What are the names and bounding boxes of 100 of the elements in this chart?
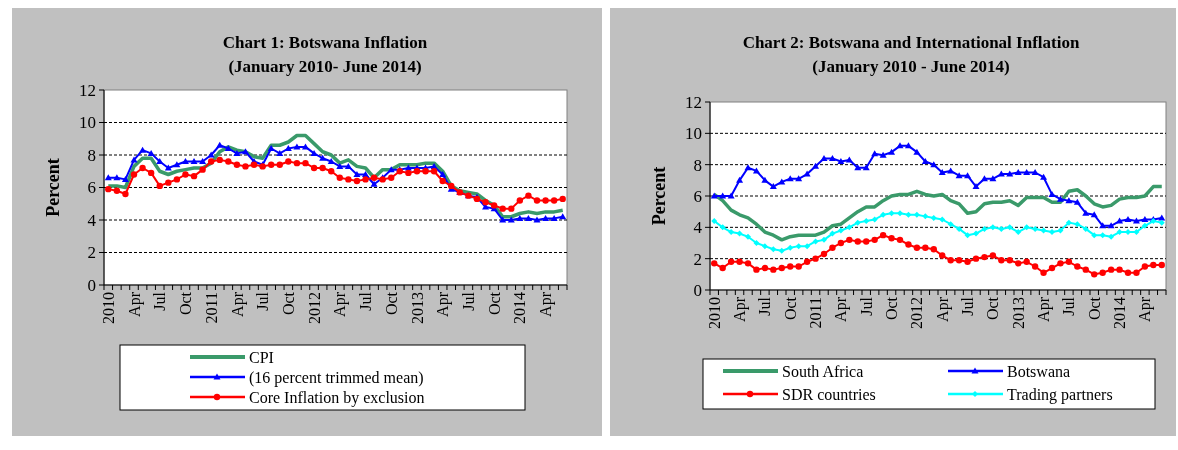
point [769,183,777,190]
legend-label: Botswana [1007,362,1071,380]
point [199,166,206,173]
point [156,158,164,164]
y-tick-label: 6 [693,186,702,206]
point [1116,266,1123,273]
point [147,169,155,177]
y-axis-title: Percent [649,166,669,226]
y-tick-label: 0 [693,280,702,300]
point [1116,217,1124,224]
point [1023,169,1031,175]
point [871,216,878,223]
point [1082,266,1089,273]
point [736,176,744,183]
point [837,227,844,234]
point [761,243,768,250]
point [267,161,275,168]
point [533,197,541,204]
point [388,174,395,181]
point [888,210,895,217]
point [293,143,301,150]
point [829,244,836,251]
point [711,260,718,267]
point [1023,224,1030,231]
point [863,238,870,245]
point [250,161,258,168]
point [499,216,507,223]
y-tick-label: 12 [79,80,96,100]
point [770,266,777,273]
point [276,149,284,156]
point [964,172,972,179]
point [267,145,275,151]
point [310,164,318,172]
point [310,149,318,156]
legend-label: South Africa [782,362,864,380]
point [821,236,827,243]
point [233,149,241,156]
point [989,224,996,231]
point [888,235,895,242]
point [113,174,121,181]
y-tick-label: 8 [693,155,702,175]
point [508,205,515,212]
x-tick-label: Apr [228,291,247,317]
point [1049,229,1055,236]
point [871,236,878,244]
point [727,192,735,199]
point [225,158,232,165]
point [744,260,752,267]
point [1040,227,1047,234]
point [422,168,429,175]
point [1006,257,1013,264]
line-series [712,184,1164,242]
point [301,143,309,150]
point [947,257,954,264]
point [224,145,232,151]
point [964,232,971,239]
x-tick-label: Oct [279,291,297,316]
point [1158,219,1165,226]
point [276,161,283,168]
point [981,225,988,232]
point [207,151,215,158]
point [981,253,988,261]
point [828,154,836,161]
y-tick-label: 4 [693,218,703,238]
point [216,156,223,164]
point [328,168,335,175]
point [947,221,954,228]
y-tick-label: 2 [87,243,96,263]
x-tick-label: Apr [125,291,144,317]
point [736,230,743,237]
point [913,244,921,251]
point [1132,217,1140,224]
x-tick-label: Apr [731,296,750,322]
point [972,183,980,190]
point [1040,173,1048,180]
point [939,252,946,259]
point [1057,227,1064,234]
point [1141,216,1149,222]
point [1099,232,1106,239]
point [370,174,378,181]
point [302,159,309,167]
point [550,214,558,221]
x-tick-label: 2012 [305,292,323,324]
point [1082,225,1089,232]
point [413,168,421,175]
x-tick-label: Oct [485,291,503,316]
point [190,158,198,164]
point [728,229,735,236]
point [770,246,777,253]
x-tick-label: 2014 [1111,297,1129,329]
x-tick-label: Oct [177,291,195,316]
point [1141,263,1149,270]
point [1107,266,1115,273]
point [921,158,929,165]
point [122,190,129,198]
point [387,166,395,173]
legend-label: Trading partners [1007,385,1113,404]
point [787,263,794,270]
x-tick-label: Apr [1035,296,1054,322]
point [997,170,1005,177]
